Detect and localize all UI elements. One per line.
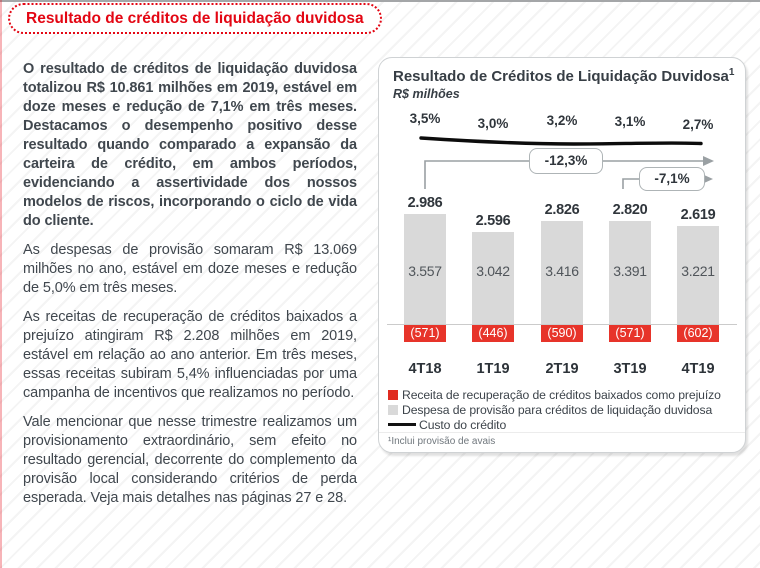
x-axis-label: 4T19 — [681, 361, 715, 377]
provision-bar — [541, 221, 583, 324]
cost-pct-label: 2,7% — [682, 117, 714, 132]
provision-value-label: 3.557 — [408, 263, 442, 279]
page-title: Resultado de créditos de liquidação duvi… — [8, 3, 382, 34]
recovery-value-badge: (571) — [609, 325, 651, 342]
body-paragraph: As receitas de recuperação de créditos b… — [23, 309, 357, 401]
footnote-divider — [379, 432, 745, 433]
provision-value-label: 3.221 — [681, 263, 715, 279]
commentary-column: O resultado de créditos de liquidação du… — [23, 60, 357, 518]
x-axis-label: 1T19 — [476, 361, 510, 377]
cost-pct-label: 3,5% — [409, 111, 441, 126]
recovery-value-badge: (446) — [472, 325, 514, 342]
recovery-value-badge: (602) — [677, 325, 719, 342]
variation-badge-12m: -12,3% — [529, 148, 603, 174]
recovery-value-badge: (571) — [404, 325, 446, 342]
arrowhead-12m — [703, 156, 714, 166]
legend-swatch-gray-square-icon — [388, 404, 398, 415]
legend-item: Despesa de provisão para créditos de liq… — [388, 402, 721, 417]
x-axis-baseline — [387, 324, 737, 325]
chart-unit-label: R$ milhões — [393, 87, 460, 101]
cost-of-credit-line — [419, 136, 703, 146]
provision-bar — [609, 221, 651, 324]
cost-pct-label: 3,2% — [546, 113, 578, 128]
chart-title-footnote-marker: 1 — [728, 67, 735, 78]
chart-legend: Receita de recuperação de créditos baixa… — [388, 387, 721, 432]
bar-total-label: 2.619 — [680, 207, 716, 223]
legend-swatch-black-line-icon — [388, 423, 416, 426]
page-top-rule — [0, 0, 760, 2]
x-axis-label: 3T19 — [613, 361, 647, 377]
bar-total-label: 2.826 — [544, 202, 580, 218]
legend-item: Custo do crédito — [388, 417, 721, 432]
body-paragraph: Vale mencionar que nesse trimestre reali… — [23, 414, 357, 506]
provision-value-label: 3.042 — [476, 263, 510, 279]
chart-title-text: Resultado de Créditos de Liquidação Duvi… — [393, 68, 729, 85]
bar-total-label: 2.820 — [612, 202, 648, 218]
provision-bar — [472, 232, 514, 324]
x-axis-label: 4T18 — [408, 361, 442, 377]
x-axis-label: 2T19 — [545, 361, 579, 377]
variation-badge-3m: -7,1% — [639, 167, 705, 191]
legend-item: Receita de recuperação de créditos baixa… — [388, 387, 721, 402]
body-paragraph: As despesas de provisão somaram R$ 13.06… — [23, 242, 357, 296]
cost-pct-label: 3,1% — [614, 114, 646, 129]
provision-value-label: 3.416 — [545, 263, 579, 279]
legend-label: Receita de recuperação de créditos baixa… — [402, 387, 721, 402]
body-paragraph: O resultado de créditos de liquidação du… — [23, 61, 357, 229]
provision-bar — [677, 226, 719, 324]
cost-pct-label: 3,0% — [477, 116, 509, 131]
chart-title: Resultado de Créditos de Liquidação Duvi… — [393, 67, 734, 85]
chart-card: Resultado de Créditos de Liquidação Duvi… — [378, 57, 746, 453]
bar-total-label: 2.596 — [475, 213, 511, 229]
legend-label: Custo do crédito — [419, 417, 507, 432]
legend-swatch-red-square-icon — [388, 389, 398, 400]
recovery-value-badge: (590) — [541, 325, 583, 342]
page-left-accent-line — [0, 0, 2, 568]
chart-footnote: ¹Inclui provisão de avais — [388, 436, 496, 447]
bar-total-label: 2.986 — [407, 195, 443, 211]
provision-bar — [404, 214, 446, 324]
legend-label: Despesa de provisão para créditos de liq… — [402, 402, 713, 417]
provision-value-label: 3.391 — [613, 263, 647, 279]
